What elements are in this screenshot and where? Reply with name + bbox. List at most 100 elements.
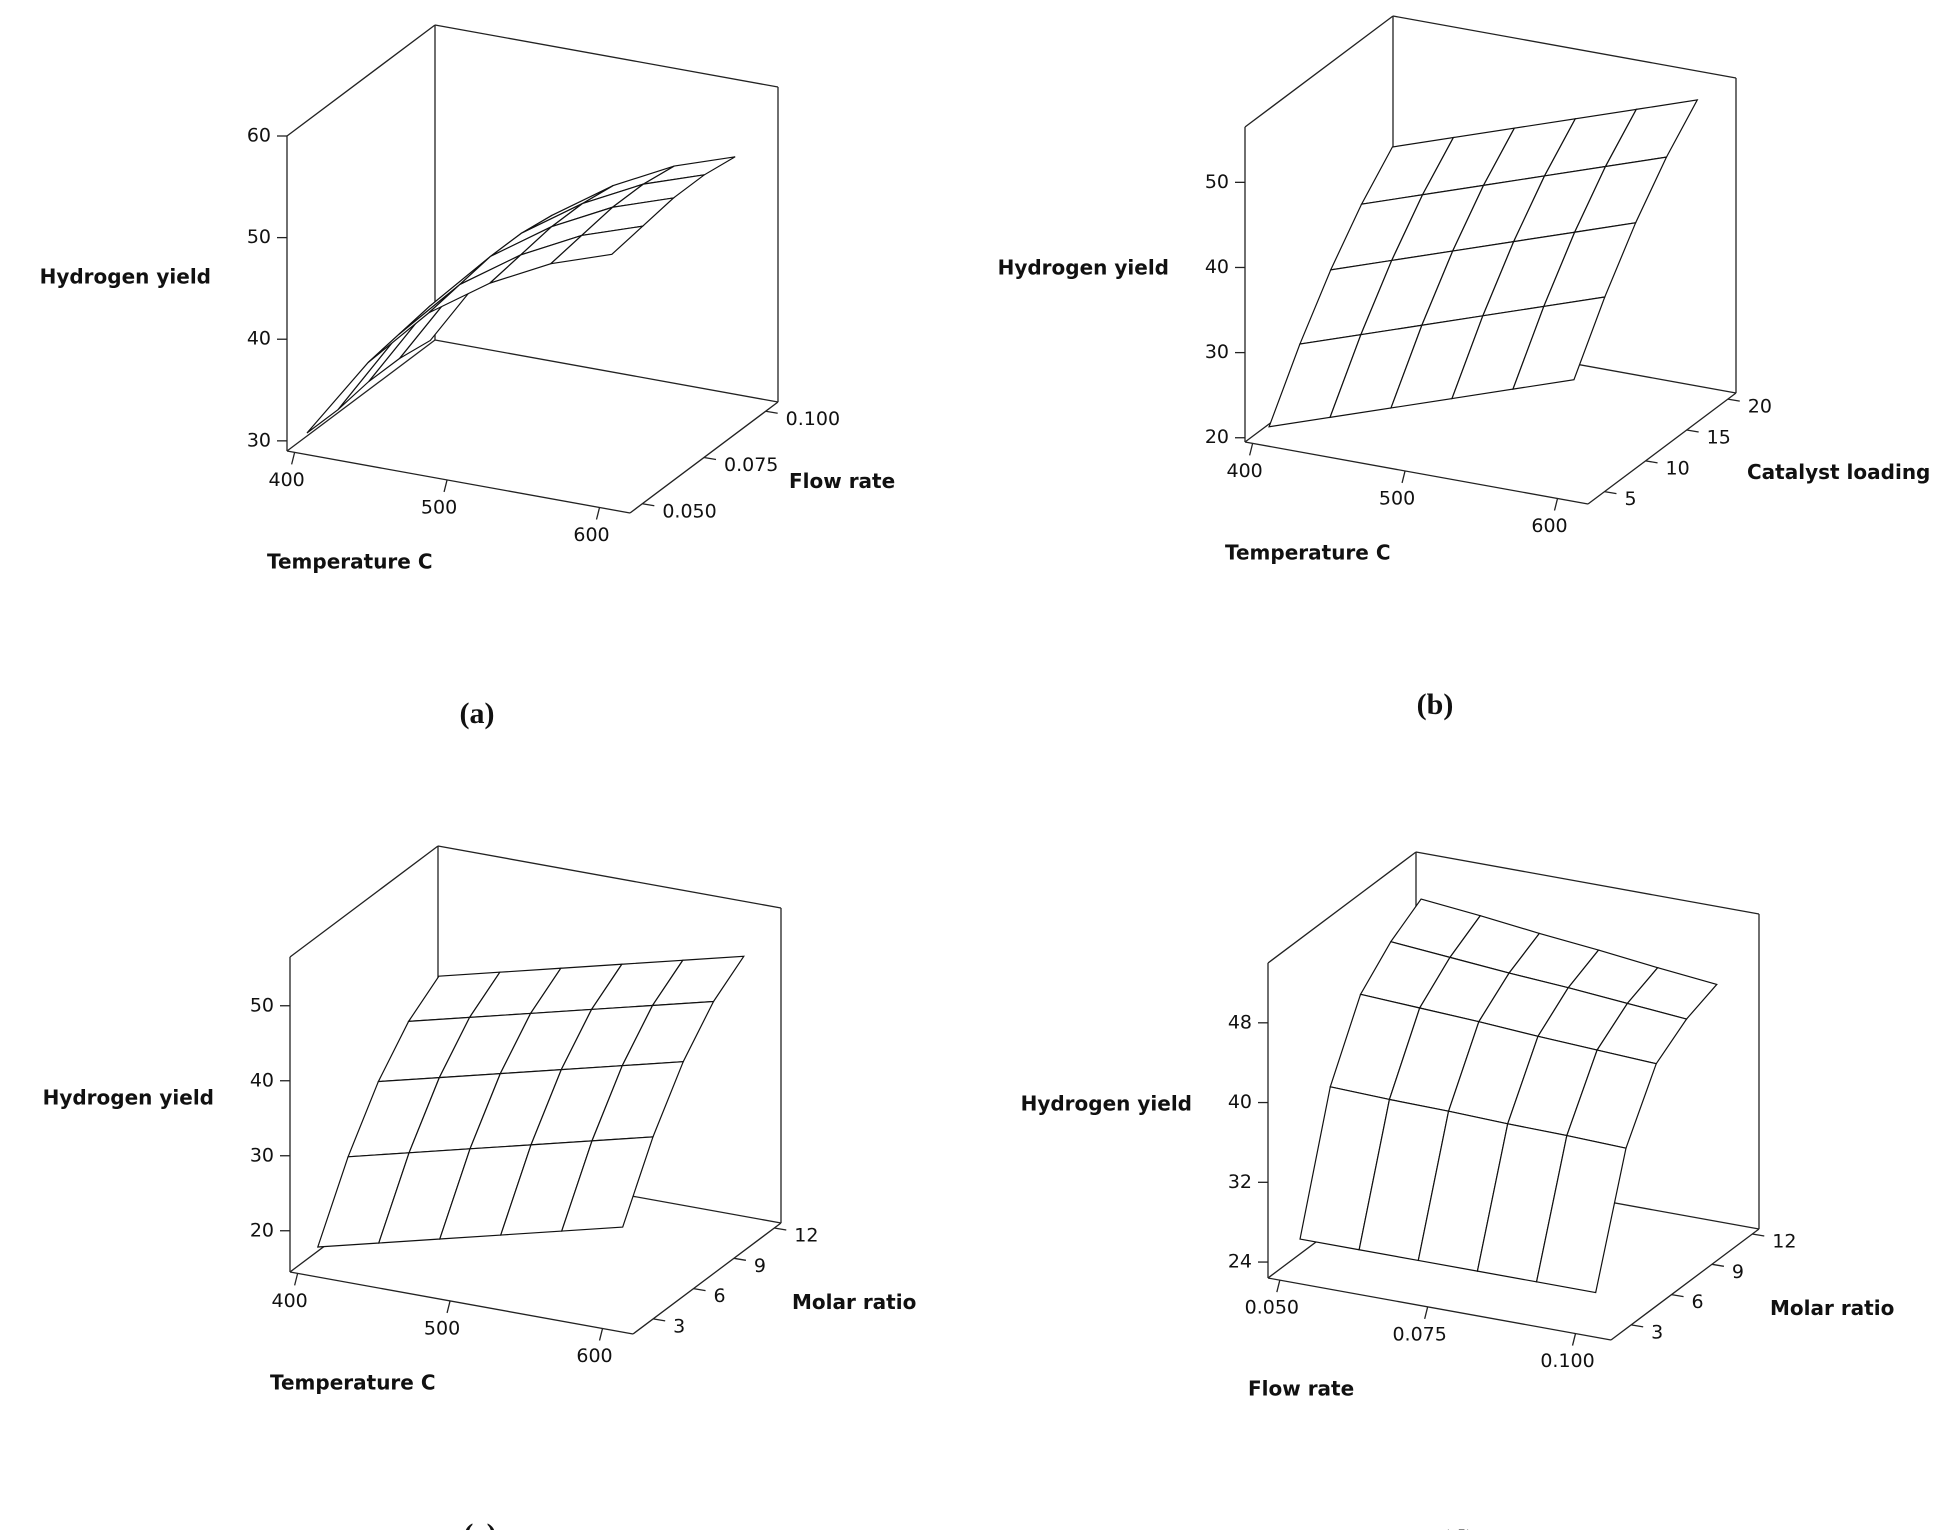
x-tick-label: 400: [271, 1290, 307, 1312]
x-axis-label: Flow rate: [1248, 1377, 1354, 1401]
box-edge: [1244, 441, 1589, 505]
y-axis-label: Molar ratio: [792, 1290, 916, 1314]
x-tick-label: 600: [573, 524, 609, 546]
z-tick-label: 30: [1205, 341, 1229, 363]
box-edge: [286, 24, 436, 137]
y-tick-label: 6: [1692, 1291, 1704, 1313]
y-tick: [1631, 1324, 1644, 1328]
x-tick-label: 500: [424, 1317, 460, 1339]
box-edge: [289, 1271, 634, 1335]
y-tick: [703, 456, 717, 461]
y-tick-label: 12: [794, 1225, 818, 1247]
y-tick: [642, 503, 655, 507]
z-tick-label: 40: [247, 328, 271, 350]
x-tick-label: 500: [421, 496, 457, 518]
y-axis-label: Catalyst loading: [1747, 460, 1930, 484]
x-tick: [1248, 443, 1254, 456]
y-tick-label: 9: [754, 1255, 766, 1277]
box-edge: [1610, 1228, 1760, 1341]
y-tick-label: 0.075: [724, 454, 778, 476]
z-tick-label: 50: [250, 994, 274, 1016]
x-tick-label: 400: [268, 469, 304, 491]
z-tick-label: 48: [1228, 1011, 1252, 1033]
box-edge: [1244, 15, 1394, 128]
y-tick: [774, 1227, 787, 1231]
z-tick-label: 40: [1205, 256, 1229, 278]
y-tick: [1727, 398, 1740, 402]
z-tick-label: 50: [247, 226, 271, 248]
box-edge: [632, 1222, 782, 1335]
z-tick-label: 50: [1205, 171, 1229, 193]
z-tick-label: 60: [247, 125, 271, 147]
z-tick-label: 40: [1228, 1091, 1252, 1113]
y-tick-label: 5: [1624, 488, 1636, 510]
box-edge: [1587, 392, 1737, 505]
y-tick-label: 10: [1666, 457, 1690, 479]
x-tick-label: 0.050: [1245, 1297, 1299, 1319]
y-tick-label: 0.100: [786, 408, 840, 430]
x-tick: [1401, 470, 1406, 484]
y-tick: [765, 410, 778, 414]
x-tick: [598, 1328, 604, 1341]
y-tick: [693, 1287, 706, 1292]
x-tick: [446, 1300, 451, 1314]
x-axis-label: Temperature C: [270, 1371, 436, 1395]
z-axis-label: Hydrogen yield: [43, 1085, 214, 1109]
surface-cell: [428, 254, 522, 314]
y-tick: [1671, 1293, 1684, 1298]
box-edge: [1267, 1277, 1612, 1341]
box-edge: [434, 339, 779, 403]
z-tick-label: 40: [250, 1069, 274, 1091]
box-edge: [1267, 851, 1417, 964]
z-tick-label: 32: [1228, 1171, 1252, 1193]
surface-cell: [367, 284, 461, 364]
z-tick-label: 20: [250, 1219, 274, 1241]
y-axis-label: Molar ratio: [1770, 1296, 1894, 1320]
y-tick-label: 6: [714, 1285, 726, 1307]
box-edge: [286, 450, 631, 514]
y-tick: [1604, 491, 1617, 495]
z-axis-label: Hydrogen yield: [998, 255, 1169, 279]
y-axis-label: Flow rate: [789, 469, 895, 493]
y-tick-label: 12: [1772, 1231, 1796, 1253]
y-tick-label: 0.050: [662, 500, 716, 522]
x-tick-label: 600: [1531, 515, 1567, 537]
y-tick: [1711, 1263, 1725, 1267]
y-tick-label: 15: [1707, 427, 1731, 449]
box-edge: [1415, 851, 1760, 915]
surface-cell: [549, 225, 645, 265]
y-tick: [1686, 429, 1699, 433]
x-tick-label: 0.100: [1540, 1350, 1594, 1372]
panel-label: (d): [1440, 1524, 1477, 1530]
x-tick: [1553, 498, 1559, 511]
x-tick: [1276, 1279, 1281, 1293]
box-edge: [289, 845, 439, 958]
y-tick-label: 9: [1732, 1261, 1744, 1283]
x-tick-label: 600: [576, 1345, 612, 1367]
z-axis-label: Hydrogen yield: [40, 264, 211, 288]
panel-label: (a): [460, 697, 495, 730]
box-edge: [434, 24, 779, 88]
y-tick: [733, 1257, 747, 1261]
box-edge: [286, 339, 436, 452]
z-tick-label: 20: [1205, 426, 1229, 448]
y-tick-label: 3: [1651, 1321, 1663, 1343]
y-tick: [1752, 1233, 1765, 1237]
panel-label: (b): [1417, 688, 1454, 721]
y-tick: [1645, 460, 1658, 464]
x-tick-label: 0.075: [1392, 1323, 1446, 1345]
x-tick-label: 400: [1226, 460, 1262, 482]
panel-label: (c): [463, 1518, 496, 1530]
z-tick-label: 24: [1228, 1251, 1252, 1273]
x-tick-label: 500: [1379, 487, 1415, 509]
box-edge: [1392, 15, 1737, 79]
box-edge: [437, 845, 782, 909]
surface-cell: [1535, 1134, 1627, 1294]
x-tick: [1424, 1306, 1429, 1320]
x-tick: [290, 452, 296, 465]
x-tick: [293, 1273, 299, 1286]
surface-cell: [560, 1136, 654, 1232]
x-tick: [1571, 1333, 1577, 1346]
x-tick: [443, 479, 448, 493]
